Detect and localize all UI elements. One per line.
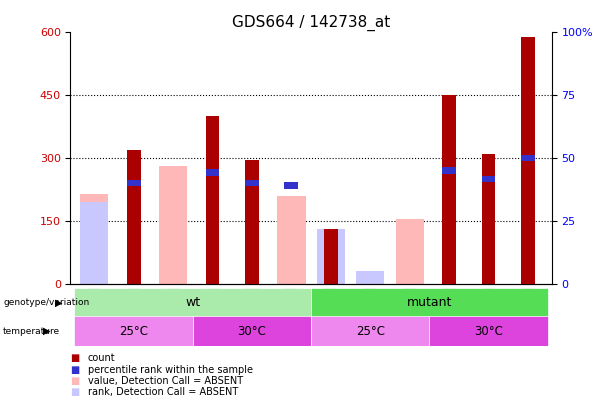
Bar: [159, 166, 187, 284]
Text: value, Detection Call = ABSENT: value, Detection Call = ABSENT: [88, 376, 243, 386]
Text: 25°C: 25°C: [356, 324, 385, 338]
Bar: [205, 116, 219, 284]
Bar: [245, 180, 259, 186]
Bar: [324, 229, 338, 284]
Bar: [521, 155, 535, 161]
Text: percentile rank within the sample: percentile rank within the sample: [88, 365, 253, 375]
Bar: [311, 316, 430, 346]
Text: ■: ■: [70, 354, 80, 363]
Text: ■: ■: [70, 388, 80, 397]
Text: genotype/variation: genotype/variation: [3, 298, 89, 307]
Bar: [80, 202, 109, 284]
Text: ■: ■: [70, 365, 80, 375]
Title: GDS664 / 142738_at: GDS664 / 142738_at: [232, 15, 390, 31]
Bar: [74, 316, 192, 346]
Bar: [430, 316, 548, 346]
Bar: [127, 149, 140, 284]
Bar: [245, 160, 259, 284]
Bar: [127, 180, 140, 186]
Bar: [277, 196, 305, 284]
Bar: [205, 169, 219, 176]
Text: 25°C: 25°C: [119, 324, 148, 338]
Text: ■: ■: [70, 376, 80, 386]
Bar: [442, 167, 456, 174]
Text: mutant: mutant: [407, 296, 452, 309]
Bar: [80, 194, 109, 284]
Bar: [317, 229, 345, 284]
Bar: [192, 316, 311, 346]
Text: 30°C: 30°C: [474, 324, 503, 338]
Bar: [311, 288, 548, 318]
Text: ▶: ▶: [43, 326, 50, 336]
Bar: [521, 36, 535, 284]
Text: ▶: ▶: [55, 298, 63, 308]
Bar: [482, 175, 495, 182]
Bar: [442, 95, 456, 284]
Bar: [74, 288, 311, 318]
Bar: [482, 154, 495, 284]
Text: count: count: [88, 354, 115, 363]
Text: 30°C: 30°C: [237, 324, 267, 338]
Text: temperature: temperature: [3, 326, 60, 336]
Bar: [284, 182, 299, 188]
Text: wt: wt: [185, 296, 200, 309]
Text: rank, Detection Call = ABSENT: rank, Detection Call = ABSENT: [88, 388, 238, 397]
Bar: [395, 219, 424, 284]
Bar: [356, 271, 384, 283]
